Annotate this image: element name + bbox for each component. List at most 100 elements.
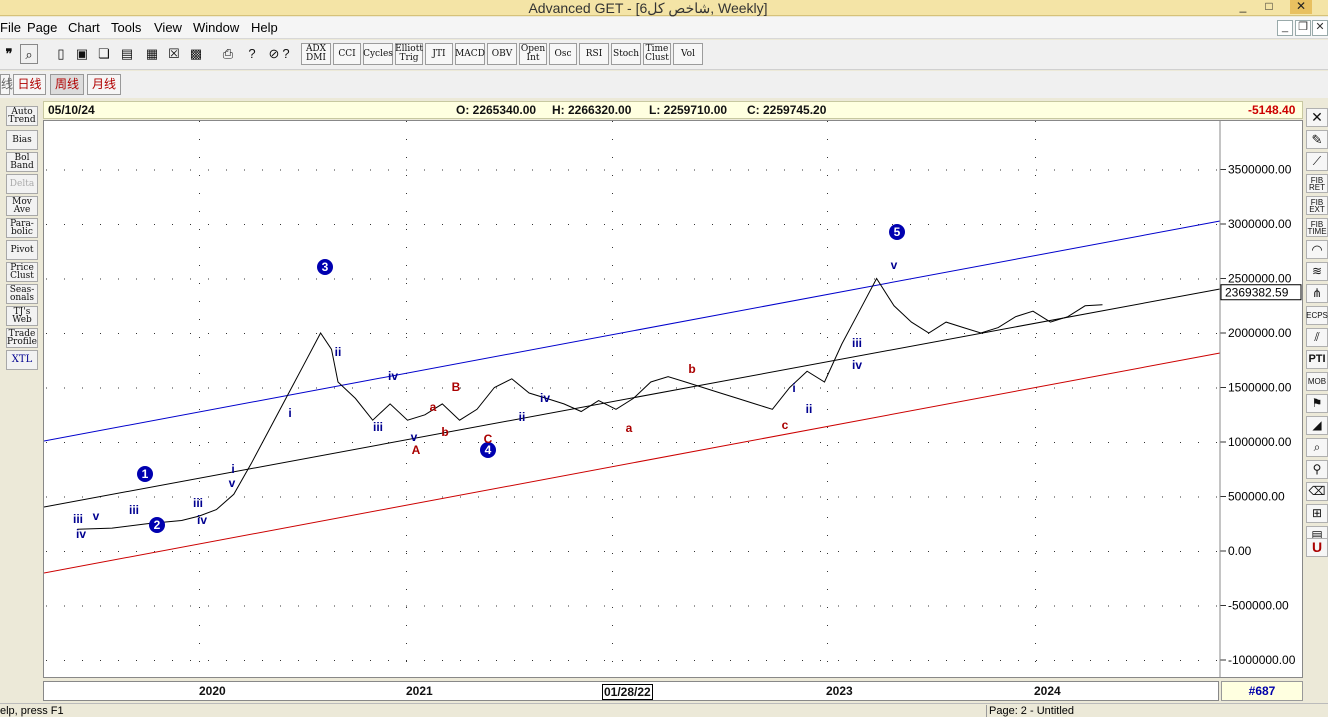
zoom-icon[interactable]: ⌕ xyxy=(20,44,38,64)
grid-dot xyxy=(388,496,389,498)
tool-seasonals[interactable]: Seas-onals xyxy=(6,284,38,304)
indicator-rsi-button[interactable]: RSI xyxy=(579,43,609,65)
grid-dot xyxy=(982,442,983,443)
grid-dot xyxy=(100,387,101,389)
delete-icon[interactable]: ☒ xyxy=(168,46,180,61)
grid-dot xyxy=(1216,660,1217,661)
tool-price-clust[interactable]: Price Clust xyxy=(6,262,38,282)
tool-bol-band[interactable]: Bol Band xyxy=(6,152,38,172)
maximize-button[interactable]: □ xyxy=(1265,0,1273,13)
mdi-restore-icon[interactable]: ❐ xyxy=(1295,20,1311,36)
menu-file[interactable]: File xyxy=(0,20,21,35)
grid-dot xyxy=(406,355,407,356)
print-icon[interactable]: ⎙ xyxy=(222,46,234,61)
grid-dot xyxy=(406,571,407,572)
grid-dot xyxy=(370,551,371,552)
tool-trade-profile[interactable]: Trade Profile xyxy=(6,328,38,348)
indicator-cycles-button[interactable]: Cycles xyxy=(363,43,393,65)
period-scroll-left[interactable]: 线 xyxy=(0,74,13,95)
grid-dot xyxy=(199,211,200,212)
grid-dot xyxy=(496,278,497,280)
fib-time-button[interactable]: FIB TIME xyxy=(1306,218,1328,237)
menu-page[interactable]: Page xyxy=(27,20,58,35)
fib-ret-button[interactable]: FIB RET xyxy=(1306,174,1328,193)
grid-dot xyxy=(946,605,947,607)
indicator-open-int-button[interactable]: Open Int xyxy=(519,43,547,65)
window-icon[interactable]: ▦ xyxy=(145,46,159,61)
indicator-stoch-button[interactable]: Stoch xyxy=(611,43,641,65)
grid-dot xyxy=(406,319,407,320)
menu-view[interactable]: View xyxy=(154,20,182,35)
indicator-obv-button[interactable]: OBV xyxy=(487,43,517,65)
tool-xtl[interactable]: XTL xyxy=(6,350,38,370)
quote-icon[interactable]: ❞ xyxy=(5,46,13,61)
no-icon[interactable]: ⊘ xyxy=(268,46,280,61)
chart-icon[interactable]: ▤ xyxy=(120,46,134,61)
pti-button[interactable]: PTI xyxy=(1306,350,1328,369)
indicator-adx-dmi-button[interactable]: ADX DMI xyxy=(301,43,331,65)
grid-dot xyxy=(910,387,911,389)
tool-auto-trend[interactable]: Auto Trend xyxy=(6,106,38,126)
indicator-jti-button[interactable]: JTI xyxy=(425,43,453,65)
indicator-osc-button[interactable]: Osc xyxy=(549,43,577,65)
grid-dot xyxy=(1090,551,1091,552)
grid-dot xyxy=(586,551,587,552)
period-daily-button[interactable]: 日线 xyxy=(13,74,46,95)
ecps-button[interactable]: ECPS xyxy=(1306,306,1328,325)
menu-chart[interactable]: Chart xyxy=(68,20,100,35)
search-icon[interactable]: ⚲ xyxy=(1306,460,1328,479)
tool-pivot[interactable]: Pivot xyxy=(6,240,38,260)
line-tool-icon[interactable]: ⟋ xyxy=(1306,152,1328,171)
context-help-icon[interactable]: ? xyxy=(282,46,290,61)
magnifier-icon[interactable]: ⌕ xyxy=(1306,438,1328,457)
tool-bias[interactable]: Bias xyxy=(6,130,38,150)
grid-dot xyxy=(802,496,803,498)
help-icon[interactable]: ? xyxy=(248,46,256,61)
pitchfork-icon[interactable]: ⋔ xyxy=(1306,284,1328,303)
menu-window[interactable]: Window xyxy=(193,20,240,35)
menu-help[interactable]: Help xyxy=(251,20,278,35)
eraser-icon[interactable]: ⌫ xyxy=(1306,482,1328,501)
minimize-button[interactable]: _ xyxy=(1239,0,1247,13)
indicator-cci-button[interactable]: CCI xyxy=(333,43,361,65)
indicator-macd-button[interactable]: MACD xyxy=(455,43,485,65)
save-icon[interactable]: ▣ xyxy=(75,46,89,61)
grid-dot xyxy=(172,605,173,607)
fib-ext-button[interactable]: FIB EXT xyxy=(1306,196,1328,215)
tool-parabolic[interactable]: Para-bolic xyxy=(6,218,38,238)
copy-icon[interactable]: ❏ xyxy=(98,46,110,61)
grid-dot xyxy=(612,229,613,230)
grid-dot xyxy=(496,660,497,661)
menu-tools[interactable]: Tools xyxy=(111,20,142,35)
indicator-elliott-trig-button[interactable]: Elliott Trig xyxy=(395,43,423,65)
tag-icon[interactable]: ⚑ xyxy=(1306,394,1328,413)
grid-icon[interactable]: ▩ xyxy=(189,46,203,61)
grid-dot xyxy=(82,605,83,607)
grid-dot xyxy=(64,496,65,498)
grid-dot xyxy=(1035,319,1036,320)
period-monthly-button[interactable]: 月线 xyxy=(87,74,121,95)
indicator-time-clust-button[interactable]: Time Clust xyxy=(643,43,671,65)
u-icon[interactable]: U xyxy=(1306,538,1328,557)
indicator-vol-button[interactable]: Vol xyxy=(673,43,703,65)
grid-tool-icon[interactable]: ⊞ xyxy=(1306,504,1328,523)
grid-dot xyxy=(154,660,155,661)
fan-tool-icon[interactable]: ≋ xyxy=(1306,262,1328,281)
arc-tool-icon[interactable]: ◠ xyxy=(1306,240,1328,259)
wave-label: iv xyxy=(852,358,862,372)
crosshair-icon[interactable]: ✕ xyxy=(1306,108,1328,127)
pencil-icon[interactable]: ✎ xyxy=(1306,130,1328,149)
period-weekly-button[interactable]: 周线 xyxy=(50,74,84,95)
grid-dot xyxy=(676,333,677,334)
mdi-close-icon[interactable]: ✕ xyxy=(1312,20,1328,36)
grid-dot xyxy=(262,605,263,607)
parallel-line-icon[interactable]: ⫽ xyxy=(1306,328,1328,347)
wedge-icon[interactable]: ◢ xyxy=(1306,416,1328,435)
mdi-minimize-icon[interactable]: _ xyxy=(1277,20,1293,36)
mob-button[interactable]: MOB xyxy=(1306,372,1328,391)
tool-tjs-web[interactable]: TJ's Web xyxy=(6,306,38,326)
new-page-icon[interactable]: ▯ xyxy=(57,46,65,61)
tool-mov-ave[interactable]: Mov Ave xyxy=(6,196,38,216)
close-button[interactable]: ✕ xyxy=(1290,0,1312,14)
